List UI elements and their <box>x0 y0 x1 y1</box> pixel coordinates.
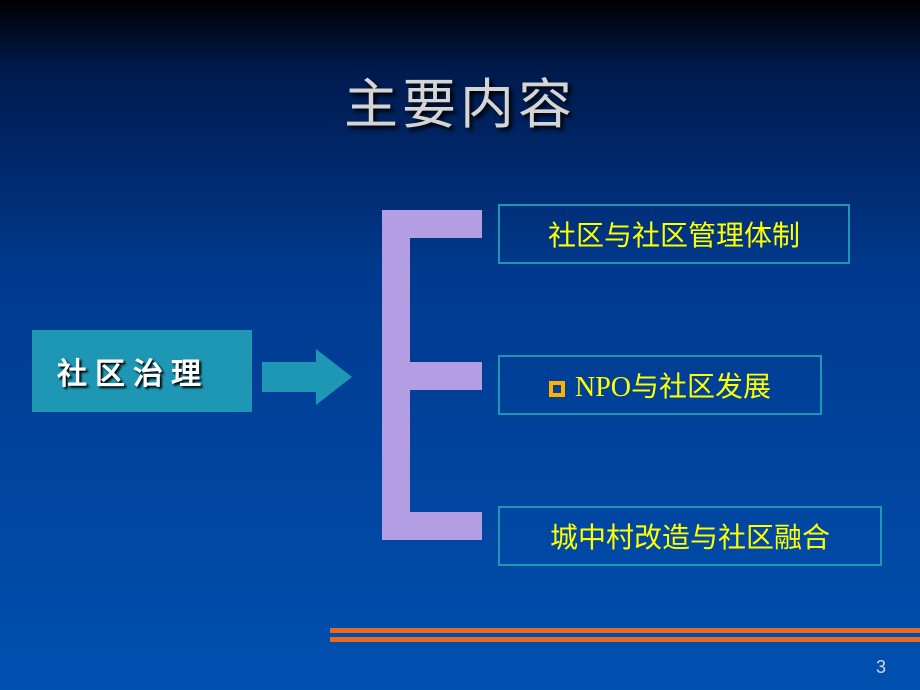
arrow-shaft <box>262 362 316 392</box>
page-number: 3 <box>876 657 886 678</box>
branch-label-1: 社区与社区管理体制 <box>548 221 800 252</box>
footer-double-line <box>330 628 920 646</box>
bracket-arm-bottom <box>382 512 482 540</box>
slide-title: 主要内容 <box>0 60 920 139</box>
diagram-root-box: 社区治理 <box>32 330 252 412</box>
bullet-square-icon <box>549 381 565 397</box>
footer-line-2 <box>330 637 920 642</box>
branch-box-2: NPO与社区发展 <box>498 355 822 415</box>
bracket-arm-top <box>382 210 482 238</box>
branch-box-1: 社区与社区管理体制 <box>498 204 850 264</box>
footer-line-1 <box>330 628 920 633</box>
branch-label-3: 城中村改造与社区融合 <box>550 523 830 554</box>
branch-label-2: NPO与社区发展 <box>575 372 771 403</box>
branch-box-3: 城中村改造与社区融合 <box>498 506 882 566</box>
bracket-arm-middle <box>382 362 482 390</box>
diagram-root-label: 社区治理 <box>57 358 209 391</box>
arrow-head-icon <box>316 349 352 405</box>
